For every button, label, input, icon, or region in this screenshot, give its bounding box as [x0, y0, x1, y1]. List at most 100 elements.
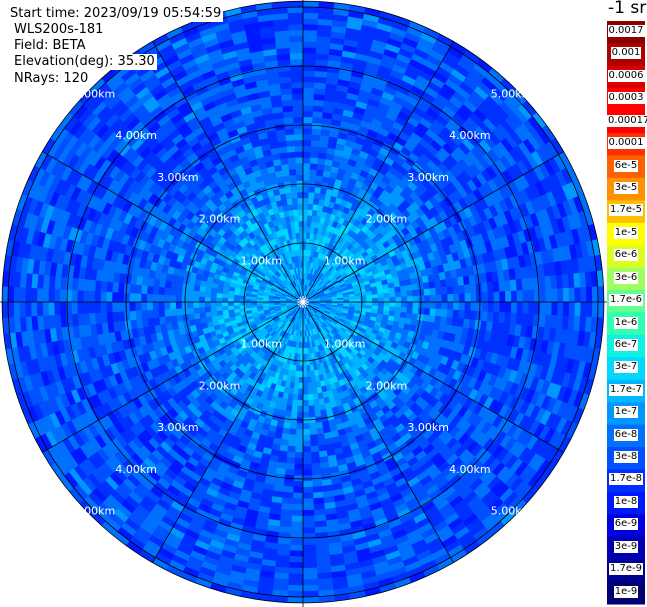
- range-gate-cell: [545, 288, 552, 303]
- range-gate-cell: [314, 520, 327, 528]
- range-gate-cell: [516, 290, 524, 303]
- range-gate-cell: [309, 163, 318, 170]
- range-gate-cell: [469, 283, 477, 294]
- range-gate-cell: [111, 291, 119, 303]
- range-gate-cell: [441, 301, 448, 310]
- range-gate-cell: [505, 301, 512, 314]
- range-gate-cell: [296, 180, 304, 187]
- range-gate-cell: [291, 87, 304, 95]
- range-gate-cell: [175, 295, 182, 303]
- range-gate-cell: [227, 301, 234, 307]
- range-gate-cell: [315, 543, 330, 551]
- range-gate-cell: [293, 382, 299, 389]
- range-gate-cell: [298, 371, 304, 378]
- range-gate-cell: [371, 290, 378, 295]
- range-gate-cell: [286, 451, 296, 459]
- range-gate-cell: [198, 290, 206, 298]
- range-gate-cell: [146, 293, 153, 303]
- range-gate-cell: [302, 394, 309, 401]
- range-gate-cell: [59, 289, 67, 303]
- range-gate-cell: [298, 220, 304, 228]
- range-gate-cell: [193, 290, 200, 297]
- range-gate-cell: [117, 292, 125, 303]
- range-gate-cell: [528, 301, 535, 315]
- range-gate-cell: [406, 301, 414, 308]
- range-gate-cell: [470, 292, 477, 303]
- range-gate-cell: [305, 353, 310, 360]
- range-gate-cell: [77, 290, 84, 303]
- range-gate-cell: [447, 293, 454, 303]
- range-gate-cell: [111, 301, 119, 313]
- range-gate-cell: [302, 469, 313, 476]
- range-gate-cell: [510, 312, 517, 325]
- range-gate-cell: [464, 293, 471, 303]
- range-gate-cell: [302, 99, 314, 106]
- range-gate-cell: [94, 312, 102, 324]
- range-gate-cell: [487, 291, 495, 303]
- range-gate-cell: [216, 292, 223, 298]
- range-gate-cell: [395, 301, 402, 308]
- range-gate-cell: [289, 215, 295, 223]
- range-gate-cell: [283, 116, 294, 124]
- range-gate-cell: [227, 305, 235, 311]
- range-gate-cell: [216, 301, 223, 307]
- range-gate-cell: [295, 162, 304, 170]
- range-gate-cell: [302, 110, 314, 118]
- range-gate-cell: [60, 314, 68, 328]
- range-gate-cell: [291, 504, 304, 511]
- range-gate-cell: [434, 315, 442, 324]
- range-gate-cell: [481, 301, 489, 312]
- range-gate-cell: [288, 163, 297, 170]
- range-gate-cell: [279, 520, 292, 528]
- range-gate-cell: [311, 128, 322, 136]
- range-gate-cell: [313, 404, 321, 412]
- range-gate-cell: [294, 145, 304, 152]
- range-gate-cell: [302, 162, 311, 170]
- range-gate-cell: [354, 298, 362, 303]
- range-gate-cell: [302, 388, 309, 395]
- range-gate-cell: [187, 283, 195, 291]
- range-gate-cell: [94, 290, 101, 303]
- range-gate-cell: [435, 301, 443, 310]
- range-gate-cell: [308, 405, 315, 412]
- range-gate-cell: [441, 294, 448, 303]
- range-gate-cell: [302, 215, 308, 222]
- range-gate-cell: [250, 304, 258, 308]
- range-gate-cell: [181, 289, 189, 297]
- range-gate-cell: [135, 310, 143, 320]
- range-gate-cell: [279, 82, 292, 90]
- range-gate-cell: [406, 296, 414, 303]
- range-gate-cell: [221, 301, 229, 307]
- range-gate-cell: [538, 314, 546, 328]
- range-gate-cell: [394, 306, 402, 313]
- range-gate-cell: [510, 290, 518, 303]
- range-gate-cell: [245, 304, 252, 309]
- range-gate-cell: [71, 277, 79, 291]
- range-gate-cell: [302, 486, 314, 494]
- range-gate-cell: [286, 198, 293, 206]
- range-gate-cell: [372, 297, 379, 303]
- range-gate-cell: [349, 299, 356, 303]
- range-gate-cell: [302, 145, 312, 152]
- range-gate-cell: [399, 280, 407, 287]
- range-gate-cell: [176, 281, 184, 290]
- range-gate-cell: [204, 301, 211, 308]
- range-gate-cell: [282, 169, 290, 177]
- range-gate-cell: [294, 463, 304, 470]
- range-gate-cell: [141, 284, 148, 294]
- range-gate-cell: [429, 308, 437, 317]
- range-gate-cell: [216, 306, 223, 312]
- range-gate-cell: [316, 427, 324, 435]
- range-gate-cell: [302, 243, 307, 251]
- range-gate-cell: [210, 310, 218, 317]
- range-gate-cell: [158, 309, 166, 318]
- range-gate-cell: [400, 306, 408, 314]
- range-gate-cell: [146, 309, 154, 319]
- range-gate-cell: [291, 197, 299, 205]
- range-gate-cell: [492, 311, 500, 323]
- range-gate-cell: [499, 301, 506, 313]
- range-gate-cell: [521, 313, 529, 326]
- range-gate-cell: [469, 310, 477, 321]
- range-gate-cell: [293, 480, 304, 488]
- range-gate-cell: [282, 111, 294, 119]
